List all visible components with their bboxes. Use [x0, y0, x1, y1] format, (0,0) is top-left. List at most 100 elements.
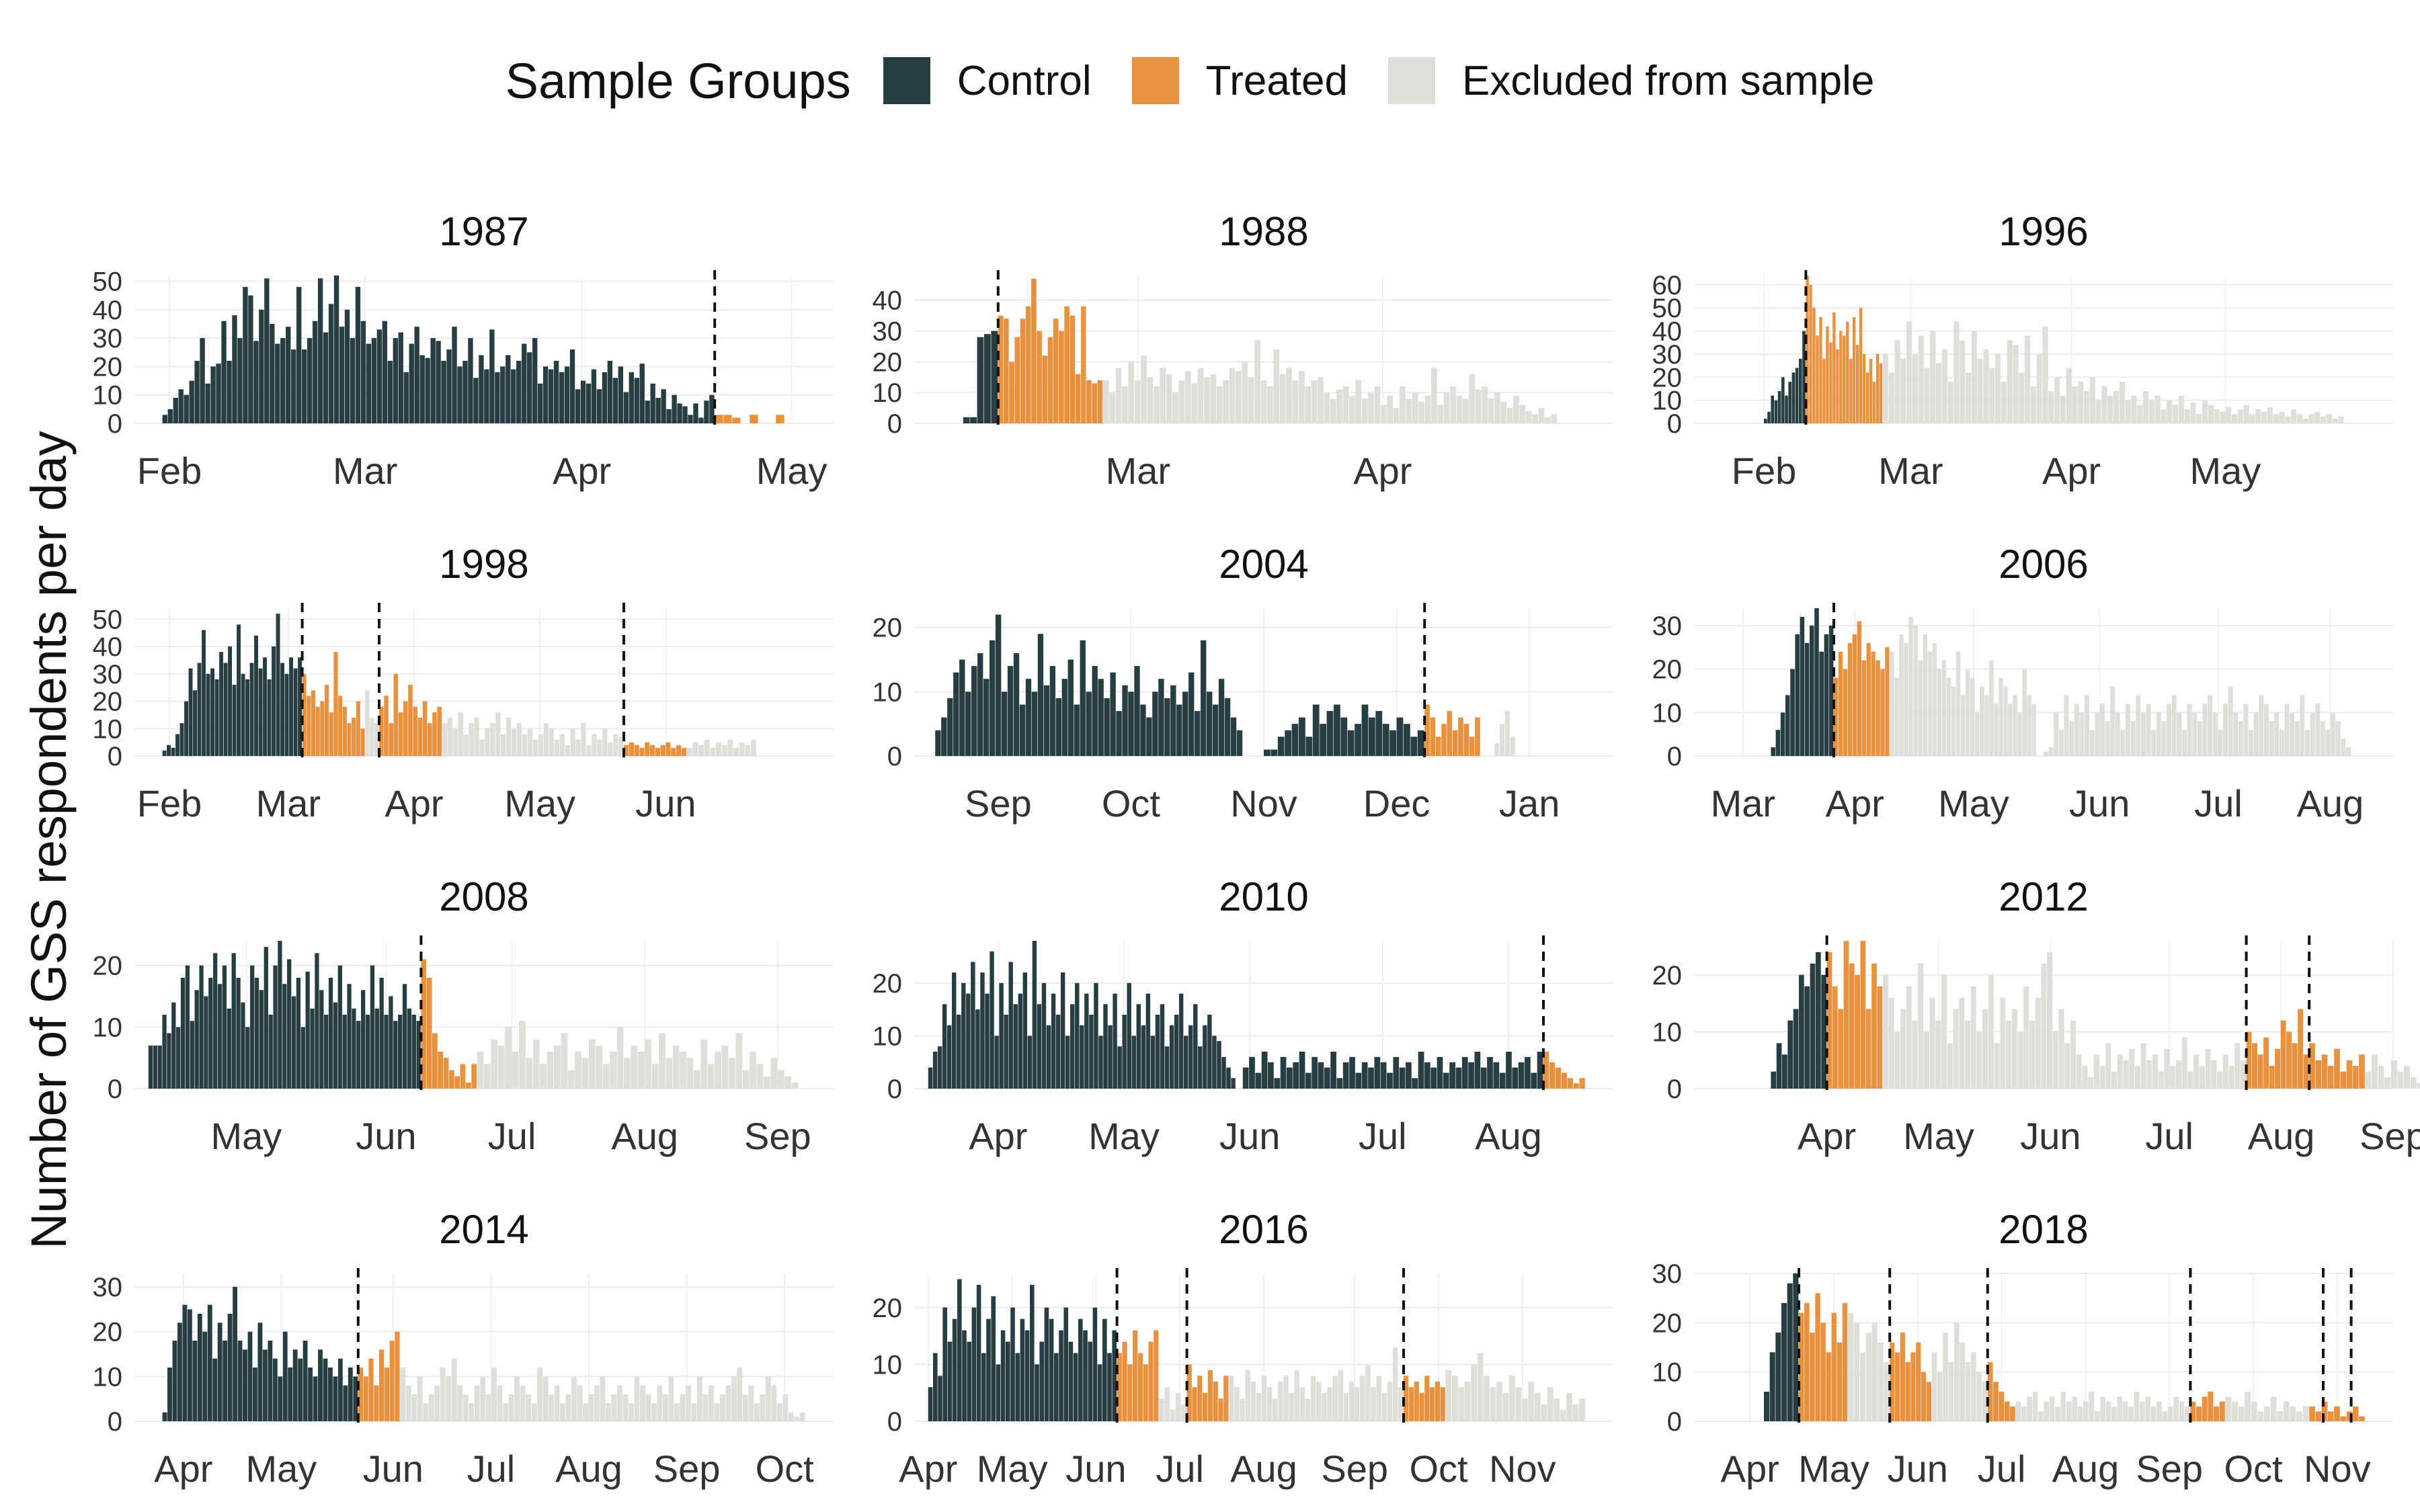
bar-control	[1518, 1062, 1525, 1089]
bar-control	[1098, 1036, 1103, 1089]
bar-control	[1060, 972, 1065, 1089]
bar-control	[947, 698, 953, 756]
bar-control	[1055, 698, 1062, 756]
bar-treated	[1047, 337, 1053, 423]
bar-excluded	[764, 1076, 770, 1089]
bar-control	[441, 360, 446, 423]
bar-treated	[363, 1376, 368, 1421]
x-tick-label: Aug	[2297, 782, 2364, 825]
x-tick-label: May	[756, 450, 828, 492]
bar-excluded	[2214, 409, 2220, 423]
bar-excluded	[1342, 386, 1349, 423]
bar-excluded	[452, 728, 458, 756]
bar-control	[1226, 1067, 1231, 1089]
bar-control	[288, 1368, 293, 1421]
bar-treated	[2334, 1048, 2340, 1089]
bar-excluded	[2082, 1066, 2088, 1089]
bar-control	[1158, 679, 1164, 756]
bar-control	[276, 614, 280, 756]
bar-treated	[1993, 1382, 1999, 1421]
bar-control	[177, 1322, 182, 1421]
bar-control	[580, 380, 586, 423]
bar-excluded	[756, 1064, 764, 1089]
bar-control	[661, 389, 666, 423]
bar-control	[1044, 1307, 1049, 1421]
bar-control	[976, 1284, 981, 1421]
panel-title: 2016	[1219, 1207, 1308, 1252]
bar-treated	[1843, 335, 1846, 423]
bar-control	[223, 1341, 228, 1421]
bar-excluded	[1376, 1376, 1381, 1421]
bar-excluded	[1502, 1392, 1509, 1421]
bar-treated	[1203, 1392, 1208, 1421]
bar-treated	[1826, 1352, 1831, 1421]
bar-excluded	[1216, 386, 1223, 423]
bar-excluded	[2099, 704, 2105, 756]
bar-control	[1102, 1318, 1107, 1421]
y-tick-label: 0	[887, 742, 902, 771]
bar-treated	[1435, 737, 1441, 756]
bar-control	[971, 666, 977, 756]
panel-title: 2010	[1219, 874, 1308, 919]
bar-control	[184, 394, 189, 423]
bar-excluded	[2005, 1020, 2012, 1089]
bar-treated	[1861, 660, 1866, 756]
bar-excluded	[365, 690, 370, 756]
bar-excluded	[714, 1403, 720, 1421]
x-tick-label: May	[977, 1447, 1048, 1490]
bar-control	[312, 321, 318, 423]
bar-excluded	[2196, 414, 2202, 423]
bar-excluded	[777, 1070, 784, 1089]
bar-control	[193, 690, 197, 756]
bar-excluded	[2058, 730, 2064, 756]
y-tick-label: 20	[1652, 961, 1683, 991]
bar-control	[1067, 659, 1074, 756]
bar-treated	[1117, 1353, 1122, 1421]
bar-control	[952, 1318, 957, 1421]
bar-treated	[422, 701, 428, 756]
bar-excluded	[1248, 377, 1254, 423]
bar-treated	[1826, 326, 1829, 423]
bar-control	[937, 1046, 942, 1089]
bar-excluded	[1947, 1043, 1953, 1089]
bar-control	[618, 366, 623, 423]
bar-excluded	[1924, 368, 1930, 423]
bar-excluded	[2211, 1060, 2217, 1089]
bar-control	[167, 409, 173, 423]
bar-control	[977, 653, 983, 756]
x-tick-label: Oct	[1409, 1447, 1468, 1490]
bar-control	[1007, 666, 1014, 756]
bar-control	[1188, 1025, 1193, 1089]
bar-treated	[1905, 1362, 1910, 1421]
bar-control	[1369, 717, 1375, 756]
bar-excluded	[2167, 400, 2173, 423]
bar-excluded	[575, 1052, 581, 1089]
bar-excluded	[1884, 1362, 1890, 1421]
x-tick-label: Jun	[1219, 1115, 1280, 1157]
bar-control	[228, 646, 232, 756]
bar-treated	[1452, 730, 1458, 756]
bar-excluded	[531, 1403, 537, 1421]
bar-control	[272, 1358, 278, 1421]
bar-excluded	[532, 1039, 540, 1089]
bar-control	[194, 360, 200, 423]
bar-excluded	[1229, 368, 1236, 423]
bar-control	[1382, 724, 1389, 756]
bar-excluded	[526, 1394, 532, 1421]
bar-excluded	[526, 1058, 533, 1089]
bar-excluded	[1871, 1322, 1878, 1421]
bar-control	[1312, 1056, 1318, 1089]
bar-control	[1134, 666, 1140, 756]
bar-control	[1412, 1078, 1418, 1089]
bar-excluded	[2220, 411, 2226, 423]
bar-treated	[1408, 1387, 1414, 1421]
bar-excluded	[490, 723, 495, 756]
bar-control	[344, 309, 350, 423]
bar-control	[704, 401, 709, 423]
bar-excluded	[1923, 1032, 1929, 1089]
x-tick-label: Sep	[2136, 1447, 2203, 1490]
bar-control	[1024, 1330, 1030, 1421]
bar-control	[977, 337, 984, 423]
bar-excluded	[2185, 1406, 2190, 1421]
